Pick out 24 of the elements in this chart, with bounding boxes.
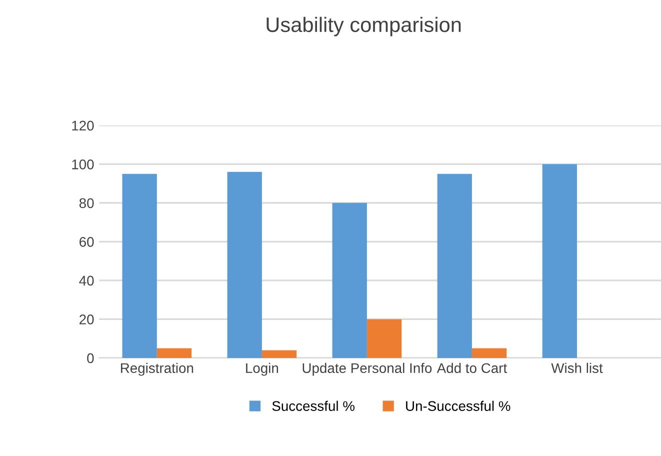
bar xyxy=(472,348,507,358)
y-tick-label: 120 xyxy=(72,120,94,131)
x-tick-label: Add to Cart xyxy=(436,362,507,374)
y-tick-label: 80 xyxy=(79,198,94,208)
bar xyxy=(156,348,192,358)
bar xyxy=(262,350,297,358)
bar xyxy=(366,319,402,358)
x-tick-label: Registration xyxy=(120,362,194,376)
bar xyxy=(542,164,577,358)
x-tick-label: Wish list xyxy=(551,362,603,374)
y-tick-label: 60 xyxy=(80,237,94,247)
y-tick-label: 40 xyxy=(79,276,94,286)
bar xyxy=(332,202,367,358)
y-tick-label: 0 xyxy=(87,353,94,364)
y-tick-label: 100 xyxy=(72,159,94,170)
x-tick-label: Update Personal Info xyxy=(302,362,432,376)
bar xyxy=(437,174,472,358)
bar xyxy=(122,174,157,358)
legend-label: Successful % xyxy=(272,400,355,411)
y-tick-label: 20 xyxy=(80,314,94,324)
bar xyxy=(227,172,262,358)
legend-label: Un-Successful % xyxy=(406,400,510,411)
x-tick-label: Login xyxy=(246,362,278,376)
chart-title: Usability comparision xyxy=(266,16,461,36)
